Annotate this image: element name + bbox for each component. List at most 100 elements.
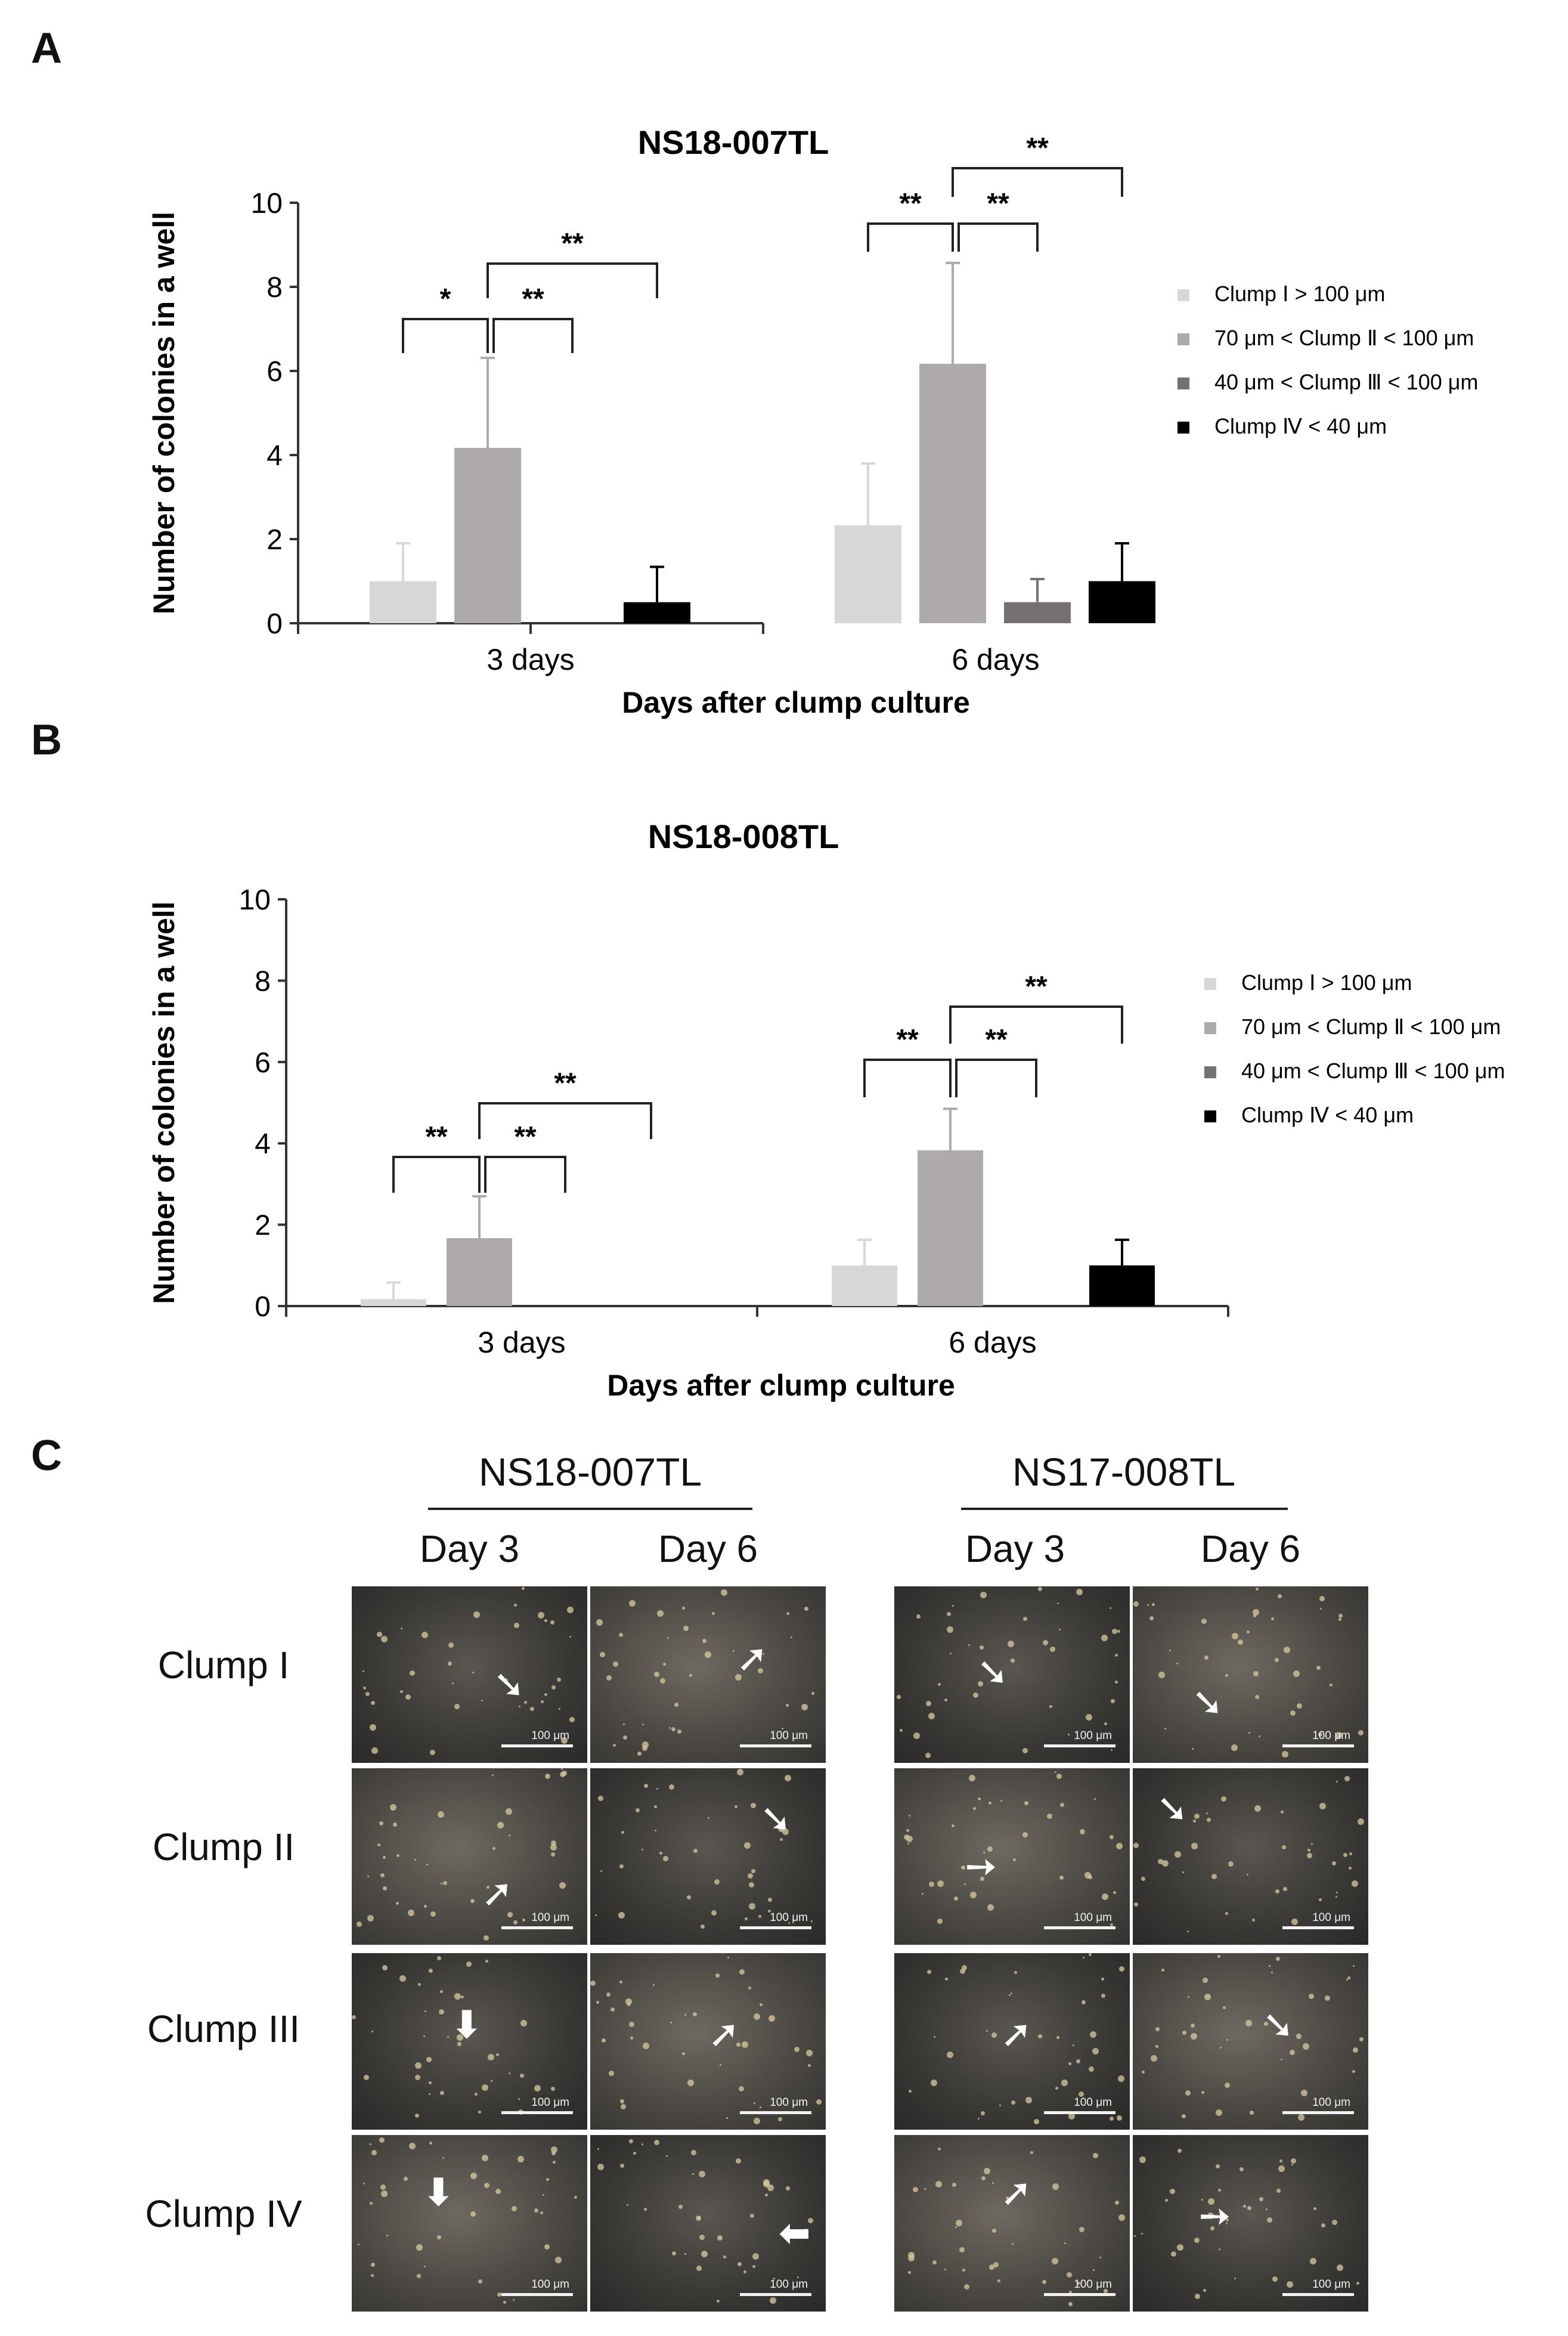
- cell-speck: [369, 2143, 371, 2146]
- cell-speck: [382, 1965, 388, 1971]
- y-tick-label: 2: [267, 524, 283, 556]
- cell-speck: [1282, 1750, 1289, 1758]
- cell-speck: [1330, 1683, 1333, 1687]
- cell-speck: [1203, 2289, 1206, 2292]
- cell-speck: [1267, 2217, 1273, 2223]
- cell-speck: [1336, 1780, 1338, 1783]
- y-tick-label: 10: [251, 188, 283, 219]
- cell-speck: [371, 2149, 377, 2155]
- cell-speck: [486, 1886, 489, 1889]
- cell-speck: [606, 1675, 612, 1681]
- cell-speck: [744, 1842, 751, 1849]
- cell-speck: [999, 2105, 1002, 2107]
- cell-speck: [1076, 2059, 1080, 2063]
- cell-speck: [400, 1690, 404, 1694]
- cell-speck: [524, 1700, 528, 1704]
- cell-speck: [1049, 1647, 1055, 1653]
- bar: [1089, 581, 1155, 623]
- cell-speck: [400, 1628, 402, 1630]
- cell-speck: [1104, 1722, 1107, 1725]
- cell-speck: [720, 1589, 727, 1596]
- cell-speck: [1298, 2114, 1305, 2121]
- cell-speck: [1188, 1995, 1190, 1998]
- cell-speck: [1165, 2198, 1169, 2202]
- scale-bar: [740, 1926, 811, 1929]
- significance-label: **: [425, 1121, 448, 1153]
- cell-speck: [457, 2034, 464, 2041]
- cell-speck: [692, 2173, 695, 2175]
- cell-speck: [1082, 2000, 1086, 2004]
- cell-speck: [1155, 2026, 1160, 2031]
- cell-speck: [442, 2157, 444, 2159]
- cell-speck: [423, 2035, 426, 2037]
- cell-speck: [370, 2274, 374, 2278]
- arrow-icon: ⬇: [450, 2003, 483, 2047]
- cell-speck: [1089, 2066, 1095, 2072]
- scale-bar-label: 100 μm: [531, 1911, 569, 1924]
- cell-speck: [508, 1834, 510, 1837]
- cell-speck: [1352, 2070, 1355, 2074]
- cell-speck: [1142, 2070, 1145, 2074]
- significance-bracket: [867, 222, 954, 252]
- cell-speck: [1194, 2238, 1200, 2244]
- cell-speck: [785, 1703, 789, 1707]
- cell-speck: [1234, 2278, 1236, 2280]
- cell-speck: [625, 1998, 632, 2006]
- cell-speck: [485, 1959, 488, 1963]
- cell-speck: [628, 2022, 634, 2028]
- cell-speck: [946, 1612, 951, 1617]
- cell-speck: [550, 1844, 557, 1851]
- cell-speck: [1275, 1657, 1279, 1662]
- scale-bar: [1282, 2293, 1354, 2296]
- y-tick-label: 0: [267, 608, 283, 640]
- cell-speck: [429, 2142, 432, 2145]
- cell-speck: [550, 1620, 554, 1625]
- cell-speck: [357, 2244, 360, 2246]
- cell-speck: [601, 2038, 606, 2043]
- cell-speck: [933, 2035, 935, 2038]
- cell-speck: [408, 2143, 416, 2150]
- cell-speck: [618, 1633, 623, 1638]
- cell-speck: [623, 1735, 628, 1740]
- scale-bar: [740, 2293, 811, 2296]
- cell-speck: [599, 1652, 605, 1658]
- cell-speck: [1022, 1747, 1028, 1753]
- cell-speck: [695, 2215, 701, 2221]
- arrow-icon: ➘: [1262, 2003, 1294, 2047]
- cell-speck: [522, 1919, 526, 1922]
- cell-speck: [517, 2155, 525, 2162]
- cell-speck: [944, 1698, 948, 1701]
- cell-speck: [932, 2260, 937, 2265]
- cell-speck: [1270, 1617, 1274, 1620]
- arrow-icon: ➘: [760, 1797, 792, 1842]
- scale-bar-label: 100 μm: [1312, 1729, 1350, 1742]
- cell-speck: [1232, 1633, 1239, 1640]
- arrow-icon: ➙: [965, 1845, 997, 1889]
- cell-speck: [1174, 1851, 1181, 1858]
- cell-speck: [540, 2211, 543, 2215]
- legend-swatch: [1177, 333, 1189, 345]
- cell-speck: [641, 2143, 643, 2145]
- scale-bar-label: 100 μm: [770, 2278, 808, 2291]
- cell-speck: [379, 1821, 384, 1826]
- cell-speck: [1057, 1602, 1059, 1604]
- scale-bar-label: 100 μm: [1312, 2278, 1350, 2291]
- cell-speck: [906, 1828, 909, 1832]
- cell-speck: [794, 2046, 800, 2052]
- cell-speck: [916, 1614, 921, 1619]
- cell-speck: [803, 2228, 808, 2233]
- cell-speck: [1204, 1993, 1211, 2000]
- cell-speck: [816, 2099, 822, 2105]
- cell-speck: [1055, 2087, 1059, 2090]
- cell-speck: [1335, 1892, 1338, 1894]
- cell-speck: [1278, 2165, 1285, 2173]
- cell-speck: [1272, 2276, 1278, 2282]
- cell-speck: [896, 1695, 901, 1700]
- cell-speck: [1203, 1977, 1208, 1983]
- cell-speck: [544, 1619, 548, 1622]
- cell-speck: [1068, 1733, 1070, 1735]
- cell-speck: [1219, 2248, 1221, 2250]
- legend-swatch: [1204, 978, 1216, 990]
- cell-speck: [369, 2202, 373, 2205]
- cell-speck: [1207, 2198, 1214, 2205]
